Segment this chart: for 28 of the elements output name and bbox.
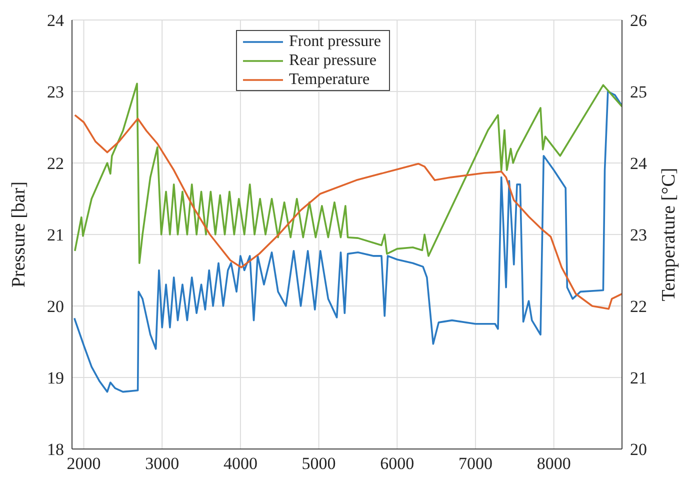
legend-label: Rear pressure	[289, 51, 377, 70]
x-tick-label: 2000	[66, 454, 101, 474]
x-tick-label: 4000	[223, 454, 258, 474]
x-tick-label: 6000	[380, 454, 414, 474]
y2-tick-label: 25	[630, 82, 647, 102]
y-tick-label: 19	[47, 368, 64, 388]
x-tick-label: 3000	[145, 454, 180, 474]
y-tick-label: 24	[47, 11, 64, 30]
x-tick-label: 8000	[536, 454, 571, 474]
y-tick-label: 23	[47, 82, 64, 102]
y2-tick-label: 24	[630, 154, 648, 174]
line-series	[73, 90, 622, 393]
line-series	[74, 114, 622, 310]
legend-label: Front pressure	[289, 32, 381, 51]
y-tick-label: 22	[47, 154, 64, 174]
y2-tick-label: 20	[630, 440, 647, 460]
x-tick-label: 7000	[458, 454, 492, 474]
y-axis-title: Pressure [bar]	[8, 181, 30, 288]
legend-label: Temperature	[289, 70, 370, 89]
y2-tick-label: 26	[630, 11, 647, 30]
y-tick-label: 18	[47, 440, 64, 460]
y2-tick-label: 21	[630, 368, 647, 388]
y-tick-label: 21	[47, 226, 64, 245]
y2-tick-label: 22	[630, 297, 647, 316]
x-tick-label: 5000	[302, 454, 336, 474]
y-tick-label: 20	[47, 297, 64, 316]
y2-axis-title: Temperature [°C]	[658, 168, 680, 302]
y2-tick-label: 23	[630, 226, 647, 245]
